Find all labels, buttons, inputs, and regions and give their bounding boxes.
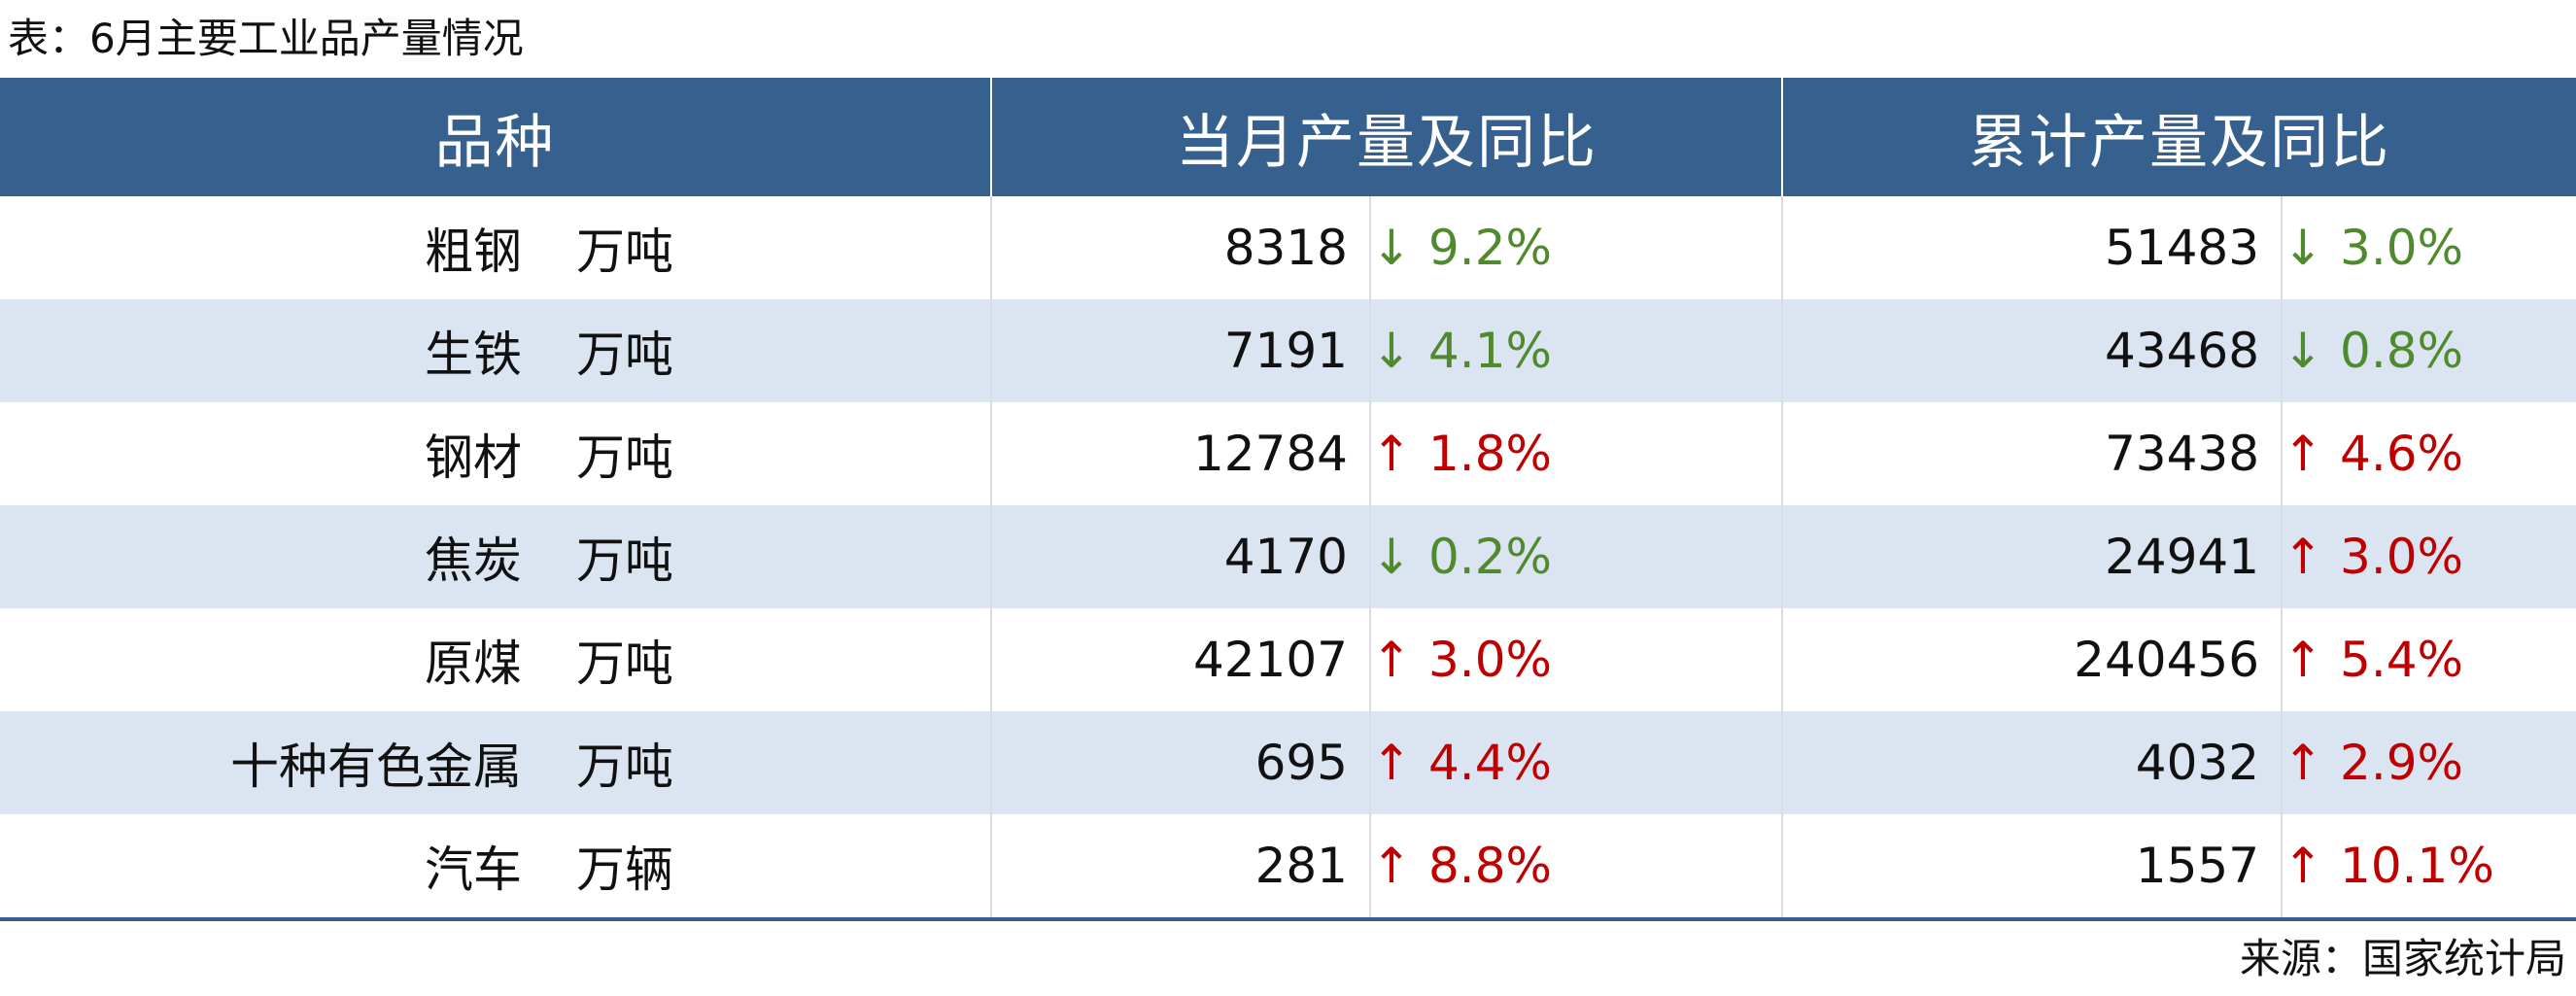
source-note: 来源：国家统计局 bbox=[2239, 935, 2566, 982]
header-cumulative: 累计产量及同比 bbox=[1782, 78, 2576, 196]
month-trend-arrow-icon: ↑ bbox=[1369, 814, 1412, 919]
cum-value-cell: 1557 bbox=[1782, 814, 2283, 919]
month-trend-arrow-icon: ↑ bbox=[1369, 608, 1412, 711]
unit-cell: 万辆 bbox=[549, 814, 992, 919]
month-yoy-cell: 8.8% bbox=[1407, 814, 1784, 919]
month-yoy-cell: 3.0% bbox=[1407, 608, 1784, 711]
cum-value-cell: 24941 bbox=[1782, 505, 2283, 608]
cum-trend-arrow-icon: ↓ bbox=[2281, 299, 2323, 402]
variety-name-cell: 钢材 bbox=[0, 402, 549, 505]
header-month: 当月产量及同比 bbox=[991, 78, 1784, 196]
variety-name-cell: 原煤 bbox=[0, 608, 549, 711]
month-trend-arrow-icon: ↓ bbox=[1369, 299, 1412, 402]
month-yoy-cell: 0.2% bbox=[1407, 505, 1784, 608]
table-row: 生铁 万吨 7191 ↓ 4.1% 43468 ↓ 0.8% bbox=[0, 299, 2576, 402]
unit-cell: 万吨 bbox=[549, 608, 992, 711]
cum-yoy-cell: 5.4% bbox=[2318, 608, 2576, 711]
table-row: 焦炭 万吨 4170 ↓ 0.2% 24941 ↑ 3.0% bbox=[0, 505, 2576, 608]
variety-name-cell: 生铁 bbox=[0, 299, 549, 402]
cum-trend-arrow-icon: ↑ bbox=[2281, 402, 2323, 505]
month-value-cell: 695 bbox=[991, 711, 1370, 814]
unit-cell: 万吨 bbox=[549, 711, 992, 814]
variety-name-cell: 十种有色金属 bbox=[0, 711, 549, 814]
month-trend-arrow-icon: ↓ bbox=[1369, 196, 1412, 299]
month-value-cell: 7191 bbox=[991, 299, 1370, 402]
table-header-row: 品种 当月产量及同比 累计产量及同比 bbox=[0, 78, 2576, 196]
cum-value-cell: 43468 bbox=[1782, 299, 2283, 402]
cum-trend-arrow-icon: ↑ bbox=[2281, 608, 2323, 711]
cum-trend-arrow-icon: ↑ bbox=[2281, 505, 2323, 608]
cum-yoy-cell: 3.0% bbox=[2318, 196, 2576, 299]
month-trend-arrow-icon: ↑ bbox=[1369, 711, 1412, 814]
month-yoy-cell: 4.4% bbox=[1407, 711, 1784, 814]
month-yoy-cell: 9.2% bbox=[1407, 196, 1784, 299]
table-caption: 表：6月主要工业品产量情况 bbox=[8, 15, 524, 62]
table-row: 汽车 万辆 281 ↑ 8.8% 1557 ↑ 10.1% bbox=[0, 814, 2576, 919]
cum-yoy-cell: 2.9% bbox=[2318, 711, 2576, 814]
cum-trend-arrow-icon: ↓ bbox=[2281, 196, 2323, 299]
cum-yoy-cell: 4.6% bbox=[2318, 402, 2576, 505]
variety-name-cell: 焦炭 bbox=[0, 505, 549, 608]
table-row: 原煤 万吨 42107 ↑ 3.0% 240456 ↑ 5.4% bbox=[0, 608, 2576, 711]
production-table: 品种 当月产量及同比 累计产量及同比 粗钢 万吨 8318 ↓ 9.2% 51483 ↓ 3.… bbox=[0, 78, 2576, 921]
month-value-cell: 4170 bbox=[991, 505, 1370, 608]
table-row: 粗钢 万吨 8318 ↓ 9.2% 51483 ↓ 3.0% bbox=[0, 196, 2576, 299]
table-row: 十种有色金属 万吨 695 ↑ 4.4% 4032 ↑ 2.9% bbox=[0, 711, 2576, 814]
month-yoy-cell: 4.1% bbox=[1407, 299, 1784, 402]
cum-trend-arrow-icon: ↑ bbox=[2281, 814, 2323, 919]
variety-name-cell: 汽车 bbox=[0, 814, 549, 919]
cum-value-cell: 51483 bbox=[1782, 196, 2283, 299]
month-yoy-cell: 1.8% bbox=[1407, 402, 1784, 505]
month-value-cell: 42107 bbox=[991, 608, 1370, 711]
table-row: 钢材 万吨 12784 ↑ 1.8% 73438 ↑ 4.6% bbox=[0, 402, 2576, 505]
unit-cell: 万吨 bbox=[549, 299, 992, 402]
cum-trend-arrow-icon: ↑ bbox=[2281, 711, 2323, 814]
cum-yoy-cell: 10.1% bbox=[2318, 814, 2576, 919]
month-value-cell: 281 bbox=[991, 814, 1370, 919]
cum-value-cell: 4032 bbox=[1782, 711, 2283, 814]
unit-cell: 万吨 bbox=[549, 196, 992, 299]
variety-name-cell: 粗钢 bbox=[0, 196, 549, 299]
cum-yoy-cell: 3.0% bbox=[2318, 505, 2576, 608]
month-value-cell: 12784 bbox=[991, 402, 1370, 505]
header-variety: 品种 bbox=[0, 78, 992, 196]
cum-yoy-cell: 0.8% bbox=[2318, 299, 2576, 402]
unit-cell: 万吨 bbox=[549, 505, 992, 608]
cum-value-cell: 240456 bbox=[1782, 608, 2283, 711]
month-value-cell: 8318 bbox=[991, 196, 1370, 299]
month-trend-arrow-icon: ↓ bbox=[1369, 505, 1412, 608]
month-trend-arrow-icon: ↑ bbox=[1369, 402, 1412, 505]
cum-value-cell: 73438 bbox=[1782, 402, 2283, 505]
unit-cell: 万吨 bbox=[549, 402, 992, 505]
